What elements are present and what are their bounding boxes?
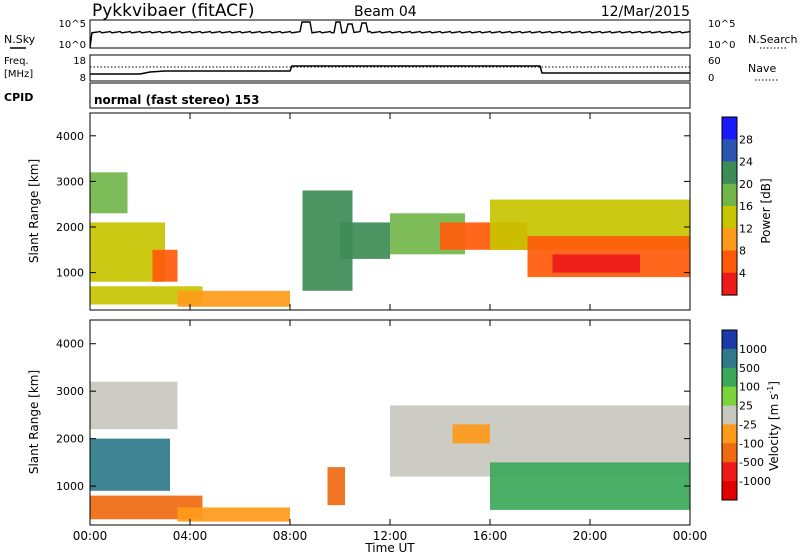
colorbar-tick-16: 16: [739, 200, 753, 213]
nave-tick-top: 60: [708, 56, 721, 67]
colorbar-bin-7: [722, 462, 737, 482]
cpid-label: CPID: [4, 91, 33, 104]
scatter-region-0: [90, 172, 128, 214]
power-panel-data: [90, 172, 690, 307]
colorbar-frame: [721, 116, 738, 296]
colorbar-tick-28: 28: [739, 133, 753, 146]
ytick-label-4000: 4000: [56, 338, 84, 351]
colorbar-frame: [721, 329, 738, 501]
noise-tick-bottom: 10^0: [59, 40, 86, 51]
colorbar-tick-7: -1000: [739, 475, 771, 488]
xtick-label-3: 12:00: [373, 529, 408, 543]
xtick-label-6: 00:00: [673, 529, 708, 543]
colorbar-bin-1: [722, 139, 737, 163]
beam-title: Beam 04: [354, 4, 417, 20]
power-colorbar-label: Power [dB]: [759, 178, 773, 243]
colorbar-bin-3: [722, 183, 737, 207]
radar-title: Pykkvibaer (fitACF): [92, 1, 254, 21]
ytick-label-4000: 4000: [56, 130, 84, 143]
power-colorbar: 4 8 12 16 20 24 28: [721, 116, 753, 296]
power-ylabel: Slant Range [km]: [27, 159, 41, 263]
noise-panel: [89, 19, 691, 49]
velocity-colorbar: 1000 500 100 25 -25 -100 -500 -1000: [721, 329, 771, 501]
colorbar-tick-24: 24: [739, 156, 753, 169]
velocity-colorbar-label: Velocity [m s-1]: [766, 381, 781, 471]
cpid-panel: [89, 82, 691, 109]
nsky-label: N.Sky: [4, 33, 36, 46]
scatter-region-0: [90, 381, 178, 430]
colorbar-tick-0: 1000: [739, 343, 767, 356]
date-title: 12/Mar/2015: [601, 4, 690, 20]
colorbar-tick-5: -100: [739, 437, 764, 450]
freq-tick-top: 18: [73, 56, 86, 67]
scatter-region-7: [452, 424, 490, 444]
colorbar-tick-12: 12: [739, 222, 753, 235]
ytick-label-2000: 2000: [56, 433, 84, 446]
velocity-y-axis: 1000 2000 3000 4000: [56, 338, 690, 493]
xtick-label-4: 16:00: [473, 529, 508, 543]
xlabel: Time UT: [364, 541, 415, 554]
velocity-panel-data: [90, 381, 690, 522]
colorbar-bin-1: [722, 348, 737, 369]
xtick-label-0: 00:00: [73, 529, 108, 543]
xtick-label-5: 20:00: [573, 529, 608, 543]
nave-tick-bottom: 0: [708, 73, 714, 84]
colorbar-bin-5: [722, 424, 737, 444]
ytick-label-1000: 1000: [56, 480, 84, 493]
xtick-label-2: 08:00: [273, 529, 308, 543]
power-y-axis: 1000 2000 3000 4000: [56, 130, 690, 280]
scatter-region-4: [177, 290, 290, 307]
noise-tick-top: 10^5: [59, 19, 86, 30]
ytick-label-1000: 1000: [56, 267, 84, 280]
colorbar-bin-7: [722, 272, 737, 296]
colorbar-bin-2: [722, 161, 737, 185]
freq-trace: [90, 65, 690, 75]
freq-label-line2: [MHz]: [4, 69, 33, 80]
scatter-region-6: [490, 462, 690, 510]
colorbar-tick-2: 100: [739, 381, 760, 394]
nsearch-label: N.Search: [748, 33, 798, 46]
colorbar-bin-8: [722, 481, 737, 501]
colorbar-tick-1: 500: [739, 362, 760, 375]
colorbar-bin-6: [722, 443, 737, 463]
colorbar-tick-8: 8: [739, 245, 746, 258]
ytick-label-3000: 3000: [56, 175, 84, 188]
colorbar-tick-4: 4: [739, 267, 746, 280]
ytick-label-3000: 3000: [56, 385, 84, 398]
freq-tick-bottom: 8: [80, 73, 86, 84]
velocity-ylabel: Slant Range [km]: [27, 370, 41, 474]
ytick-label-2000: 2000: [56, 221, 84, 234]
noise-tick-bottom-right: 10^0: [708, 40, 735, 51]
scatter-region-6: [340, 222, 390, 259]
colorbar-bin-3: [722, 386, 737, 407]
nave-label: Nave: [748, 62, 776, 75]
colorbar-bin-0: [722, 330, 737, 350]
freq-panel: [89, 54, 691, 82]
noise-trace: [89, 21, 691, 49]
colorbar-bin-6: [722, 250, 737, 274]
scatter-region-2: [90, 495, 203, 520]
colorbar-tick-4: -25: [739, 418, 757, 431]
colorbar-tick-6: -500: [739, 456, 764, 469]
scatter-region-4: [327, 467, 345, 506]
colorbar-bin-0: [722, 117, 737, 140]
xtick-label-1: 04:00: [173, 529, 208, 543]
colorbar-bin-5: [722, 228, 737, 252]
colorbar-tick-3: 25: [739, 400, 753, 413]
noise-tick-top-right: 10^5: [708, 19, 735, 30]
colorbar-tick-20: 20: [739, 178, 753, 191]
scatter-region-11: [552, 254, 640, 273]
scatter-region-2: [152, 249, 178, 282]
colorbar-bin-2: [722, 367, 737, 388]
time-axis: 00:00 04:00 08:00 12:00 16:00 20:00 00:00: [73, 113, 708, 543]
scatter-region-3: [90, 286, 203, 305]
colorbar-bin-4: [722, 405, 737, 425]
colorbar-bin-4: [722, 206, 737, 229]
cpid-text: normal (fast stereo) 153: [94, 93, 260, 107]
scatter-region-3: [177, 507, 290, 522]
scatter-region-1: [90, 438, 170, 491]
freq-label-line1: Freq.: [4, 56, 29, 67]
